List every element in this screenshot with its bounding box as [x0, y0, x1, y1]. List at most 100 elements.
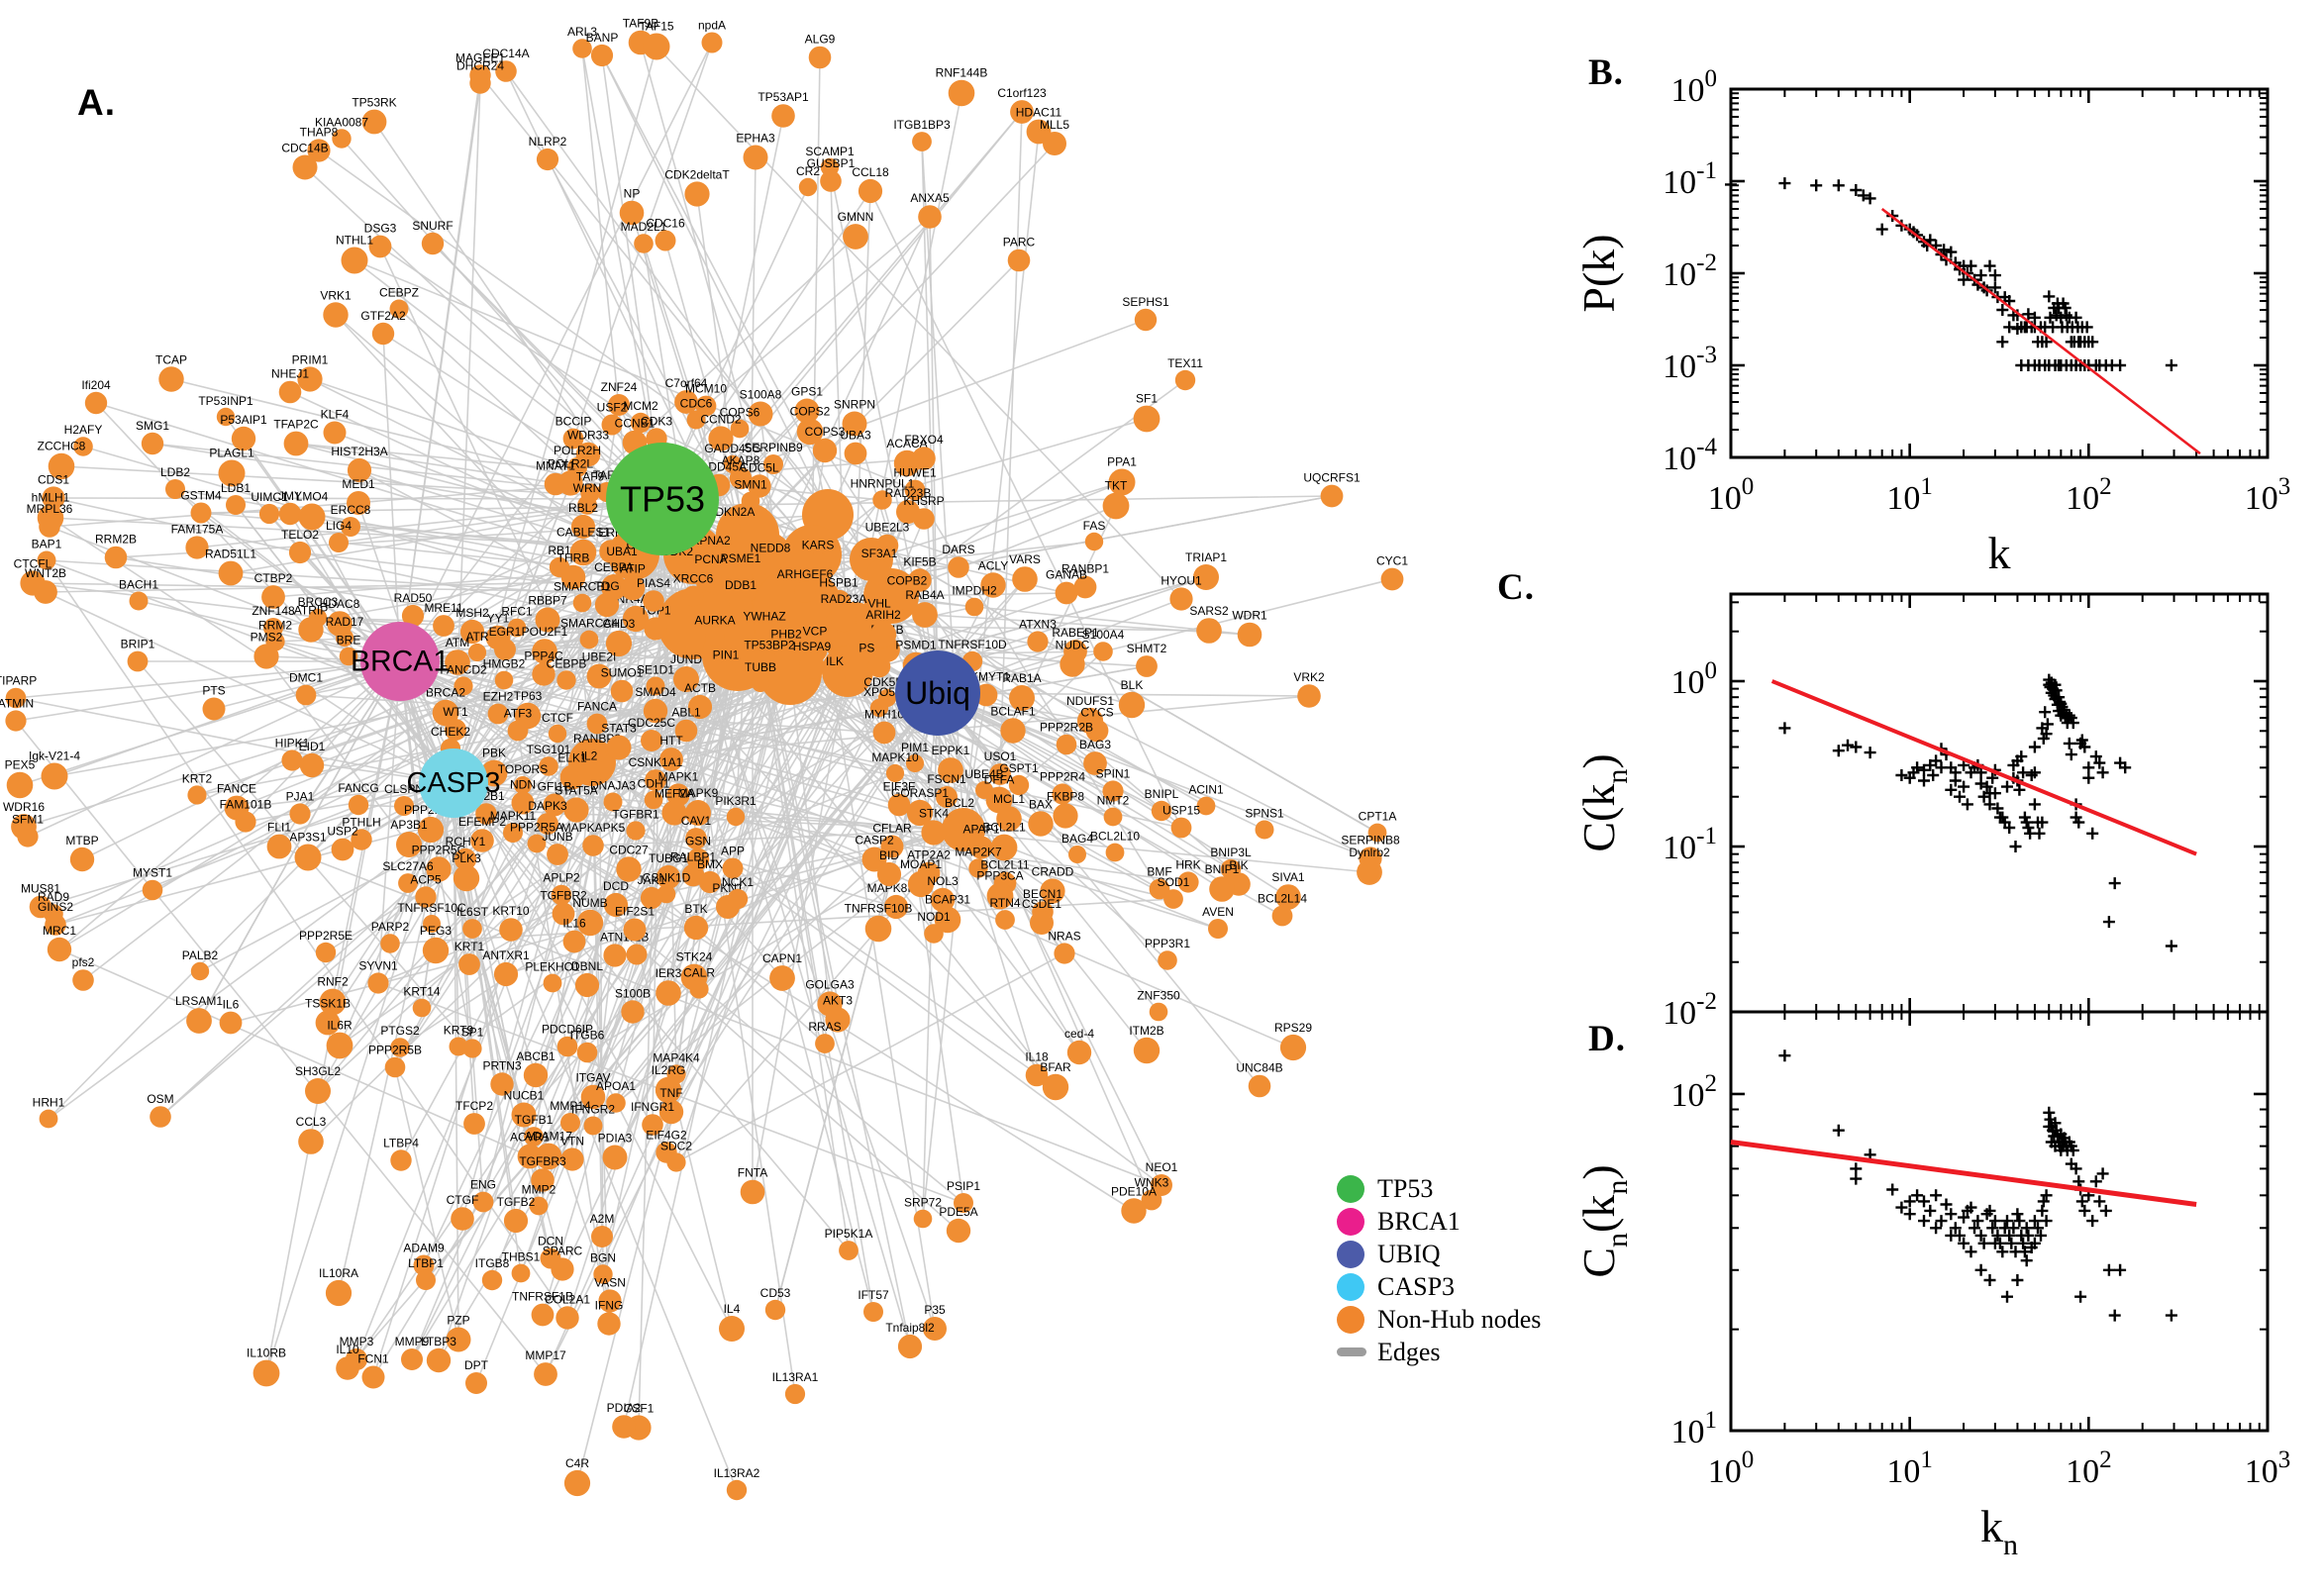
network-node	[794, 581, 816, 603]
network-node	[465, 1372, 487, 1394]
network-node-label: ATRIP	[294, 603, 328, 617]
network-node-label: Dynlrb2	[1349, 846, 1390, 859]
network-node-label: CEBPZ	[379, 286, 419, 300]
network-node	[459, 619, 485, 645]
network-node-label: RAD9	[38, 890, 69, 904]
network-node	[608, 394, 630, 416]
network-node-label: GSN	[685, 835, 711, 848]
network-node-label: MOAP1	[900, 857, 942, 871]
network-node-label: UIMC1	[251, 490, 288, 504]
network-node-label: ERCC8	[331, 503, 371, 517]
network-node	[288, 541, 312, 564]
network-node	[705, 627, 725, 647]
legend-label: CASP3	[1377, 1271, 1456, 1301]
network-node	[253, 644, 279, 669]
panel-label-a: A.	[77, 82, 116, 123]
network-node-label: PEX5	[5, 758, 36, 772]
network-node-label: CDK3	[641, 414, 672, 428]
network-node	[297, 366, 323, 392]
network-node-label: BACH1	[119, 578, 158, 592]
network-node	[129, 591, 149, 611]
network-node-label: C4R	[565, 1456, 589, 1470]
network-node	[454, 676, 473, 696]
network-node-label: BIK	[1229, 858, 1248, 872]
network-node	[623, 918, 647, 942]
network-node-label: KHSRP	[903, 494, 944, 508]
network-node	[1149, 878, 1170, 900]
network-node	[532, 662, 556, 686]
network-node-label: ITGB6	[570, 1029, 605, 1043]
network-node-label: HDAC8	[320, 597, 360, 611]
network-node-label: MAP2K7	[955, 845, 1002, 858]
network-node	[1169, 587, 1193, 611]
network-node-label: Ifi204	[81, 378, 111, 392]
network-node	[1025, 1063, 1049, 1087]
network-node-label: TP53RK	[352, 96, 396, 110]
network-node-label: TELO2	[281, 528, 319, 542]
network-node	[1028, 811, 1054, 837]
network-node	[700, 566, 722, 588]
network-node	[445, 649, 470, 675]
network-node	[266, 834, 292, 859]
network-node-label: CHEK2	[431, 725, 470, 739]
network-node-label: BFAR	[1040, 1060, 1071, 1074]
network-node	[1149, 1002, 1168, 1022]
network-node-label: TNFRSF10B	[845, 902, 913, 916]
network-node	[462, 919, 482, 939]
network-node-label: VASN	[594, 1275, 626, 1289]
network-node-label: IL13RA1	[772, 1370, 819, 1384]
axis-tick-label: 10-2	[1663, 249, 1717, 293]
network-node-label: BGN	[590, 1250, 616, 1264]
network-node-label: CDC27	[609, 843, 649, 856]
network-node-label: IL2RG	[652, 1063, 686, 1077]
network-node-label: ACIN1	[1188, 783, 1224, 797]
network-node-label: DAPK3	[528, 799, 567, 813]
hub-node-casp3	[419, 748, 488, 818]
network-node	[912, 132, 932, 151]
network-node	[612, 557, 632, 577]
network-node-label: LRSAM1	[175, 994, 223, 1008]
network-node	[598, 1289, 622, 1313]
network-node-label: ATF3	[504, 707, 533, 721]
network-node	[552, 902, 575, 926]
network-node	[384, 1056, 406, 1078]
axis-tick-label: 101	[1886, 473, 1933, 517]
legend-label: BRCA1	[1377, 1206, 1461, 1236]
network-node-label: MMP17	[525, 1348, 566, 1362]
network-node	[1040, 878, 1065, 904]
network-node-label: S100B	[615, 986, 651, 1000]
network-node-label: WDR33	[567, 429, 609, 443]
network-node-label: SYVN1	[358, 958, 398, 972]
network-node	[202, 697, 226, 721]
network-node	[784, 1383, 806, 1405]
network-node	[858, 178, 883, 204]
network-node	[684, 181, 710, 207]
network-node-label: pfs2	[72, 955, 95, 969]
network-node-label: BTK	[684, 902, 707, 916]
network-node	[904, 479, 926, 501]
network-node	[398, 873, 418, 893]
network-node-label: CDC5L	[740, 460, 779, 474]
plot-frame	[1729, 592, 2270, 1014]
network-node	[727, 888, 749, 910]
axis-tick-label: 102	[2066, 473, 2112, 517]
network-node-label: hMLH1	[32, 491, 70, 505]
network-node-label: BNIP3L	[1210, 846, 1252, 859]
network-node-label: TNF	[659, 1086, 682, 1100]
network-node-label: BCAP31	[925, 893, 970, 907]
network-node-label: RBBP7	[528, 594, 567, 608]
network-node	[912, 447, 936, 470]
network-node	[458, 953, 480, 975]
axis-tick-label: 101	[1886, 1446, 1933, 1490]
network-node	[685, 800, 711, 826]
legend-label: UBIQ	[1377, 1239, 1441, 1268]
network-node-label: UQCRFS1	[1303, 471, 1361, 485]
network-node-label: COL2A1	[545, 1292, 590, 1306]
network-node	[1367, 823, 1387, 843]
network-node	[562, 428, 584, 449]
network-node-label: DARS	[942, 543, 974, 556]
network-node	[1141, 1189, 1162, 1211]
network-node-label: CCND2	[700, 412, 742, 426]
edge-swatch-icon	[1337, 1347, 1366, 1356]
network-node-label: PDIA2	[607, 1401, 642, 1415]
